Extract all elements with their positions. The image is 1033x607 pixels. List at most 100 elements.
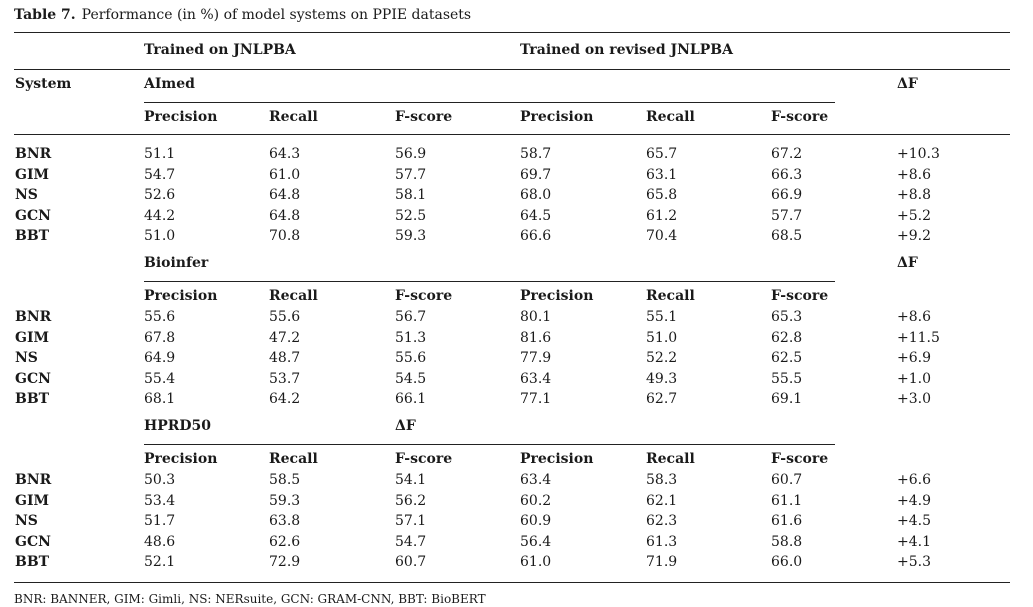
value-fscore: 54.1	[395, 472, 427, 488]
delta-f-value: +8.8	[897, 187, 931, 203]
value-recall-revised: 51.0	[646, 330, 678, 346]
dataset-underline	[144, 281, 835, 282]
value-fscore-revised: 65.3	[771, 309, 803, 325]
value-recall: 64.8	[269, 187, 301, 203]
metric-header-fscore: F-score	[395, 288, 453, 304]
metric-header-recall: Recall	[269, 288, 318, 304]
value-fscore-revised: 61.6	[771, 513, 803, 529]
value-recall: 63.8	[269, 513, 301, 529]
metric-header-recall-revised: Recall	[646, 109, 695, 125]
value-recall: 53.7	[269, 371, 301, 387]
value-fscore-revised: 66.0	[771, 554, 803, 570]
value-fscore: 57.7	[395, 167, 427, 183]
metric-header-fscore-revised: F-score	[771, 288, 829, 304]
value-precision: 51.0	[144, 228, 176, 244]
system-name: GIM	[15, 167, 50, 183]
value-fscore: 51.3	[395, 330, 427, 346]
value-precision: 67.8	[144, 330, 176, 346]
metric-header-recall-revised: Recall	[646, 288, 695, 304]
system-name: GIM	[15, 330, 50, 346]
delta-f-value: +6.9	[897, 350, 931, 366]
value-recall-revised: 65.8	[646, 187, 678, 203]
value-precision: 44.2	[144, 208, 176, 224]
delta-f-value: +5.3	[897, 554, 931, 570]
value-fscore: 54.5	[395, 371, 427, 387]
delta-f-header: ΔF	[395, 418, 416, 434]
value-precision-revised: 77.9	[520, 350, 552, 366]
metric-header-fscore: F-score	[395, 109, 453, 125]
delta-f-value: +4.9	[897, 493, 931, 509]
delta-f-value: +9.2	[897, 228, 931, 244]
subheader-rule	[14, 134, 1010, 135]
system-name: BBT	[15, 391, 50, 407]
delta-f-value: +4.1	[897, 534, 931, 550]
value-recall-revised: 61.3	[646, 534, 678, 550]
delta-f-value: +8.6	[897, 167, 931, 183]
table-label: Table 7.	[14, 7, 76, 23]
value-precision-revised: 69.7	[520, 167, 552, 183]
value-fscore-revised: 60.7	[771, 472, 803, 488]
table-footnote: BNR: BANNER, GIM: Gimli, NS: NERsuite, G…	[14, 592, 486, 606]
value-recall: 64.3	[269, 146, 301, 162]
value-recall: 70.8	[269, 228, 301, 244]
value-fscore-revised: 66.9	[771, 187, 803, 203]
metric-header-fscore-revised: F-score	[771, 451, 829, 467]
value-precision: 55.6	[144, 309, 176, 325]
value-precision: 52.6	[144, 187, 176, 203]
header-system: System	[15, 76, 72, 92]
value-fscore: 52.5	[395, 208, 427, 224]
header-trained-jnlpba: Trained on JNLPBA	[144, 42, 296, 58]
value-recall-revised: 61.2	[646, 208, 678, 224]
value-precision-revised: 61.0	[520, 554, 552, 570]
header-trained-revised-jnlpba: Trained on revised JNLPBA	[520, 42, 733, 58]
value-fscore: 66.1	[395, 391, 427, 407]
value-recall-revised: 49.3	[646, 371, 678, 387]
delta-f-header: ΔF	[897, 255, 918, 271]
value-recall: 48.7	[269, 350, 301, 366]
value-recall-revised: 70.4	[646, 228, 678, 244]
value-precision-revised: 80.1	[520, 309, 552, 325]
value-precision: 55.4	[144, 371, 176, 387]
value-precision-revised: 58.7	[520, 146, 552, 162]
system-name: BNR	[15, 146, 52, 162]
metric-header-precision-revised: Precision	[520, 288, 594, 304]
delta-f-value: +11.5	[897, 330, 940, 346]
system-name: BNR	[15, 309, 52, 325]
delta-f-value: +8.6	[897, 309, 931, 325]
value-recall-revised: 62.7	[646, 391, 678, 407]
metric-header-recall: Recall	[269, 451, 318, 467]
value-recall: 47.2	[269, 330, 301, 346]
system-name: BBT	[15, 554, 50, 570]
value-precision: 51.7	[144, 513, 176, 529]
value-fscore-revised: 69.1	[771, 391, 803, 407]
metric-header-fscore-revised: F-score	[771, 109, 829, 125]
delta-f-value: +4.5	[897, 513, 931, 529]
metric-header-recall: Recall	[269, 109, 318, 125]
value-recall: 64.2	[269, 391, 301, 407]
system-name: NS	[15, 513, 38, 529]
value-fscore: 56.7	[395, 309, 427, 325]
value-recall-revised: 71.9	[646, 554, 678, 570]
value-recall-revised: 52.2	[646, 350, 678, 366]
table-top-rule	[14, 32, 1010, 33]
value-recall: 55.6	[269, 309, 301, 325]
value-recall-revised: 58.3	[646, 472, 678, 488]
value-precision-revised: 63.4	[520, 371, 552, 387]
metric-header-precision: Precision	[144, 288, 218, 304]
system-name: GCN	[15, 208, 51, 224]
value-recall: 62.6	[269, 534, 301, 550]
value-precision: 50.3	[144, 472, 176, 488]
value-fscore-revised: 58.8	[771, 534, 803, 550]
value-fscore: 57.1	[395, 513, 427, 529]
value-precision-revised: 60.9	[520, 513, 552, 529]
header-rule	[14, 69, 1010, 70]
value-recall: 64.8	[269, 208, 301, 224]
dataset-underline	[144, 102, 835, 103]
value-fscore: 59.3	[395, 228, 427, 244]
value-recall: 59.3	[269, 493, 301, 509]
value-recall: 61.0	[269, 167, 301, 183]
value-precision-revised: 66.6	[520, 228, 552, 244]
value-precision-revised: 56.4	[520, 534, 552, 550]
system-name: BNR	[15, 472, 52, 488]
value-precision: 52.1	[144, 554, 176, 570]
